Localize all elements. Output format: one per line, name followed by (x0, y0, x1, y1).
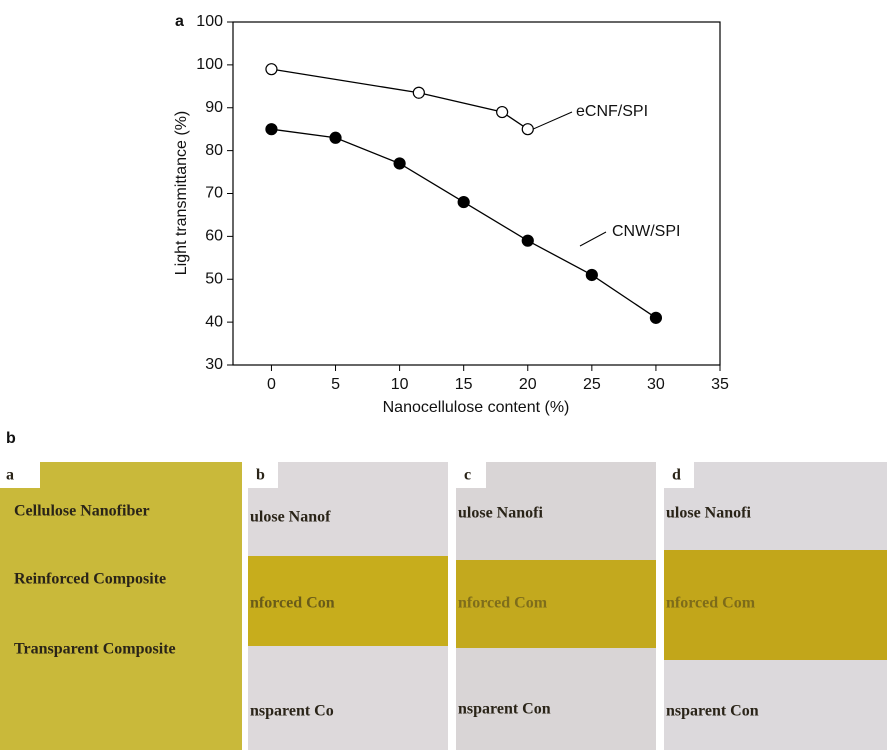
x-tick-label: 20 (519, 376, 537, 393)
photo-label: c (464, 467, 471, 484)
photo-text: Cellulose Nanofiber (14, 503, 150, 520)
photo-text: nsparent Co (250, 703, 334, 720)
x-tick-label: 5 (331, 376, 340, 393)
data-point (412, 86, 425, 99)
photo-label: d (672, 467, 681, 484)
x-tick-label: 30 (647, 376, 665, 393)
data-point (329, 131, 342, 144)
photo-text: ulose Nanofi (666, 505, 751, 522)
y-tick-label: 60 (205, 228, 223, 245)
photo-tag (456, 462, 486, 488)
series-line (271, 128, 657, 319)
y-tick-label: 40 (205, 313, 223, 330)
photo-text: Reinforced Composite (14, 571, 166, 588)
y-tick-label: 90 (205, 99, 223, 116)
data-point (265, 63, 278, 76)
photo-text: nforced Com (458, 595, 548, 612)
x-axis-label: Nanocellulose content (%) (383, 399, 570, 416)
x-tick-label: 35 (711, 376, 729, 393)
photo-text: Transparent Composite (14, 641, 176, 658)
x-tick-label: 25 (583, 376, 601, 393)
y-tick-label: 100 (196, 13, 223, 30)
photo-panel: a Cellulose Nanofiber Reinforced Composi… (0, 462, 242, 750)
y-tick-label: 100 (196, 56, 223, 73)
y-axis-label: Light transmittance (%) (173, 111, 190, 276)
data-point (265, 123, 278, 136)
photo-panel: b ulose Nanof nforced Con nsparent Co (248, 462, 448, 750)
data-point (649, 311, 663, 324)
x-tick-label: 15 (455, 376, 473, 393)
data-point (521, 234, 534, 247)
film (664, 550, 887, 660)
data-point (496, 105, 509, 119)
photo-text: ulose Nanofi (458, 505, 543, 522)
y-tick-label: 80 (205, 142, 223, 159)
photo-text: ulose Nanof (250, 509, 331, 526)
data-point (457, 195, 470, 209)
y-tick-label: 50 (205, 270, 223, 287)
photo-tag (248, 462, 278, 488)
series-label: CNW/SPI (612, 223, 680, 240)
series-label: eCNF/SPI (576, 103, 648, 120)
data-point (393, 157, 406, 170)
leader-line (530, 111, 573, 131)
film (248, 556, 448, 646)
plot-frame (232, 21, 721, 366)
panel-label: b (6, 430, 16, 447)
panel-label: a (175, 13, 184, 30)
data-point (521, 123, 534, 136)
photo-panel: d ulose Nanofi nforced Com nsparent Con (664, 462, 887, 750)
data-point (585, 268, 598, 282)
x-tick-label: 10 (391, 376, 409, 393)
photo-text: nforced Con (250, 595, 335, 612)
photo (0, 462, 242, 750)
photo-tag (0, 462, 40, 488)
photo-text: nsparent Con (458, 701, 551, 718)
series-line (271, 68, 529, 130)
film (456, 560, 656, 648)
leader-line (579, 231, 607, 247)
y-tick-label: 30 (205, 356, 223, 373)
photo-label: a (6, 467, 14, 484)
y-tick-label: 70 (205, 185, 223, 202)
photo-label: b (256, 467, 265, 484)
photo-text: nforced Com (666, 595, 756, 612)
photo-panel: c ulose Nanofi nforced Com nsparent Con (456, 462, 656, 750)
photo-tag (664, 462, 694, 488)
photo-text: nsparent Con (666, 703, 759, 720)
x-tick-label: 0 (267, 376, 276, 393)
